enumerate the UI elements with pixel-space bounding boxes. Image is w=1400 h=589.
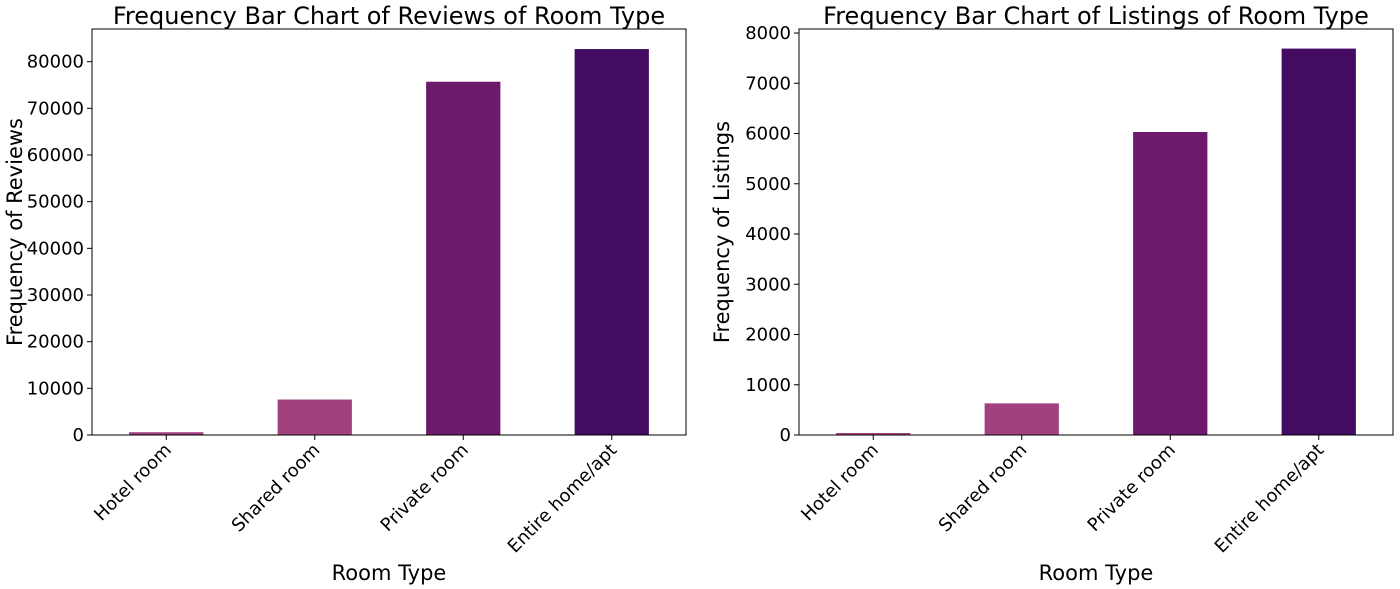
- chart-2: 0 1000 2000 3000 4000 5000 6000 7000 8000 Hotel r…: [710, 2, 1394, 585]
- x-tick-label: Shared room: [228, 440, 325, 537]
- y-tick-label: 0: [780, 425, 791, 446]
- bar-shared-room: [984, 403, 1059, 435]
- bar-hotel-room: [129, 432, 204, 435]
- y-tick-label: 0: [73, 425, 84, 446]
- plot-frame: [798, 28, 1394, 436]
- plot-frame: [91, 28, 687, 436]
- bar-shared-room: [277, 399, 352, 435]
- x-tick-label: Private room: [1084, 440, 1180, 536]
- y-tick-label: 30000: [27, 285, 84, 306]
- y-axis-label: Frequency of Reviews: [3, 118, 27, 346]
- x-tick-label: Entire home/apt: [504, 440, 622, 558]
- bar-hotel-room: [836, 432, 911, 435]
- x-tick-label: Private room: [377, 440, 473, 536]
- y-tick-label: 7000: [745, 73, 791, 94]
- bar-private-room: [426, 81, 501, 435]
- x-axis-label: Room Type: [332, 561, 447, 585]
- y-tick-label: 20000: [27, 332, 84, 353]
- y-tick-label: 60000: [27, 145, 84, 166]
- bar-entire-home-apt: [1281, 48, 1356, 436]
- chart-title: Frequency Bar Chart of Reviews of Room T…: [113, 2, 665, 30]
- chart-title: Frequency Bar Chart of Listings of Room …: [823, 2, 1369, 30]
- y-tick-label: 2000: [745, 325, 791, 346]
- x-tick-label: Hotel room: [90, 440, 176, 526]
- x-tick-label: Shared room: [935, 440, 1032, 537]
- x-tick-label: Hotel room: [797, 440, 883, 526]
- y-tick-label: 4000: [745, 224, 791, 245]
- y-tick-label: 80000: [27, 52, 84, 73]
- y-tick-label: 6000: [745, 124, 791, 145]
- bar-private-room: [1133, 132, 1208, 435]
- y-tick-label: 1000: [745, 375, 791, 396]
- x-axis-label: Room Type: [1039, 561, 1154, 585]
- y-tick-label: 70000: [27, 98, 84, 119]
- y-tick-label: 5000: [745, 174, 791, 195]
- y-tick-label: 8000: [745, 23, 791, 44]
- y-tick-label: 10000: [27, 378, 84, 399]
- y-tick-label: 50000: [27, 192, 84, 213]
- y-axis-label: Frequency of Listings: [710, 121, 734, 343]
- bar-entire-home-apt: [574, 49, 649, 436]
- x-tick-label: Entire home/apt: [1211, 440, 1329, 558]
- y-tick-label: 3000: [745, 274, 791, 295]
- chart-1: 0 10000 20000 30000 40000 50000 60000 70000 8000…: [3, 2, 687, 585]
- y-tick-label: 40000: [27, 238, 84, 259]
